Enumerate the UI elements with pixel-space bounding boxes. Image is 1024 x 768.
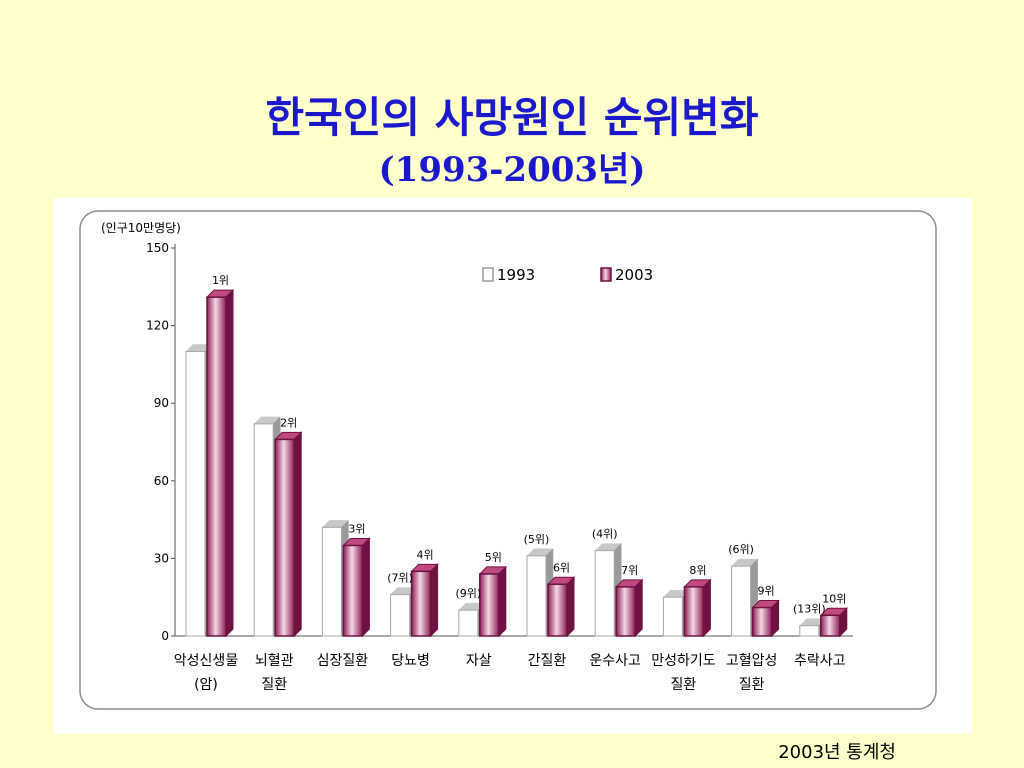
chart-title: 한국인의 사망원인 순위변화 [265,93,759,142]
rank-label-2003: 8위 [689,564,706,577]
legend-swatch [600,267,612,282]
bar-2003 [751,599,780,638]
rank-label-2003: 5위 [485,551,502,564]
rank-label-1993: (6위) [728,543,754,556]
rank-label-2003: 7위 [621,564,638,577]
legend-item-1993: 1993 [482,266,535,284]
rank-label-1993: (9위) [455,587,481,600]
bar-2003 [273,431,303,638]
chart-subtitle: (1993-2003년) [378,150,646,190]
rank-label-2003: 2위 [280,416,297,429]
bar-2003 [819,607,849,638]
y-unit-label: (인구10만명당) [101,221,181,235]
category-label: 심장질환 [317,653,369,669]
rank-label-2003: 9위 [758,585,775,598]
category-label: (암) [194,677,218,693]
rank-label-2003: 6위 [553,561,570,574]
y-tick-label: 150 [146,241,169,255]
category-label: 만성하기도 [651,653,716,669]
category-label: 질환 [739,677,765,693]
bar-2003 [342,537,371,638]
y-tick-label: 60 [154,474,169,488]
rank-label-2003: 10위 [822,592,846,605]
bar-2003 [546,576,576,638]
category-label: 고혈압성 [726,653,778,669]
legend-label: 1993 [497,266,535,284]
legend-label: 2003 [615,266,653,284]
rank-label-2003: 1위 [212,274,229,287]
category-label: 악성신생물 [174,653,239,669]
y-tick-label: 0 [161,629,169,643]
y-tick-label: 30 [154,551,169,565]
category-label: 자살 [466,653,492,669]
category-label: 질환 [261,677,287,693]
bar-2003 [614,578,644,638]
legend-item-2003: 2003 [600,266,653,284]
rank-label-2003: 3위 [348,522,365,535]
category-label: 운수사고 [589,653,641,669]
category-label: 질환 [671,677,697,693]
bar-2003 [683,578,712,638]
category-label: 간질환 [528,653,567,669]
rank-label-1993: (7위) [387,572,413,585]
rank-label-1993: (4위) [592,528,618,541]
category-label: 추락사고 [794,653,846,669]
bar-2003 [410,563,439,638]
y-tick-label: 90 [154,396,169,410]
bar-2003 [478,565,508,638]
category-label: 뇌혈관 [255,653,294,669]
category-label: 당뇨병 [391,653,430,669]
source-note: 2003년 통계청 [778,742,896,763]
y-tick-label: 120 [146,319,169,333]
rank-label-2003: 4위 [417,548,434,561]
rank-label-1993: (13위) [793,603,826,616]
bar-2003 [205,288,235,638]
legend-swatch [482,267,494,282]
rank-label-1993: (5위) [524,533,550,546]
